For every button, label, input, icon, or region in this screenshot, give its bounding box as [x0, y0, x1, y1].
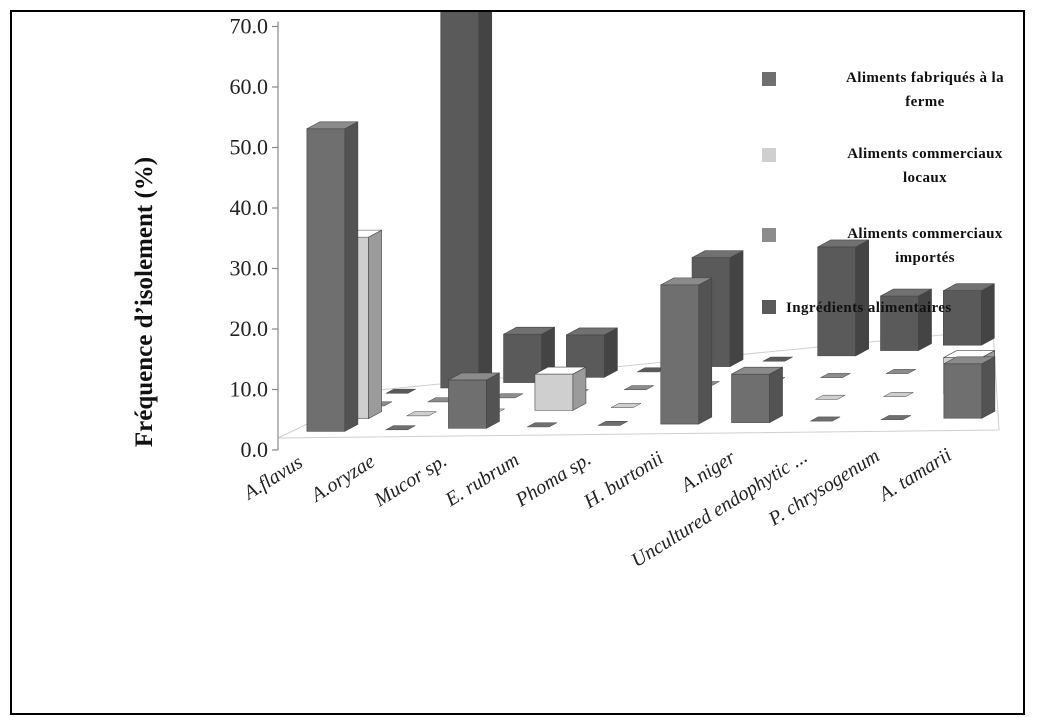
bar	[943, 356, 996, 419]
y-axis: 0.0 10.0 20.0 30.0 40.0 50.0 60.0 70.0	[230, 14, 279, 462]
bar-chart-3d: 0.0 10.0 20.0 30.0 40.0 50.0 60.0 70.0 A.flavus…	[131, 12, 1004, 572]
legend-swatch	[762, 300, 776, 314]
bar	[810, 416, 841, 422]
y-tick-label: 10.0	[230, 377, 269, 402]
bar	[885, 369, 916, 374]
legend-entry: Aliments commerciaux importés	[762, 226, 1003, 266]
y-tick-label: 40.0	[230, 195, 269, 220]
bars	[306, 12, 996, 432]
bar	[448, 372, 500, 429]
bar	[385, 425, 416, 431]
x-category-label: H. burtonii	[579, 447, 667, 513]
bar	[597, 421, 628, 426]
legend-swatch	[762, 72, 776, 86]
legend-swatch	[762, 148, 776, 162]
legend-entry: Ingrédients alimentaires	[762, 300, 952, 316]
bar	[731, 366, 783, 424]
legend-label: Aliments commerciaux	[847, 226, 1003, 242]
bar	[566, 327, 618, 378]
bar	[815, 394, 846, 400]
bar	[943, 283, 995, 346]
legend-label: importés	[895, 250, 955, 266]
legend-label: Aliments fabriqués à la	[846, 70, 1004, 86]
x-category-label: Phoma sp.	[511, 448, 595, 512]
bar	[440, 12, 493, 389]
bar	[624, 385, 655, 391]
legend-label: Ingrédients alimentaires	[786, 300, 952, 316]
legend-label: Aliments commerciaux	[847, 146, 1003, 162]
bar	[880, 415, 912, 420]
x-category-label: Mucor sp.	[370, 450, 451, 512]
x-category-label: A. tamarii	[873, 444, 955, 507]
bar	[660, 277, 713, 425]
legend-label: locaux	[903, 170, 947, 186]
bar	[883, 392, 914, 397]
bar	[820, 373, 851, 378]
legend: Aliments fabriqués à la ferme Aliments com…	[762, 70, 1004, 316]
bar	[880, 288, 932, 352]
legend-entry: Aliments fabriqués à la ferme	[762, 70, 1004, 110]
legend-swatch	[762, 228, 776, 242]
bar	[762, 356, 793, 362]
legend-entry: Aliments commerciaux locaux	[762, 146, 1003, 186]
y-tick-label: 50.0	[230, 135, 269, 160]
y-tick-label: 70.0	[230, 14, 269, 39]
bar	[406, 411, 437, 417]
bar	[306, 121, 359, 432]
bar	[610, 403, 641, 408]
figure-frame: 0.0 10.0 20.0 30.0 40.0 50.0 60.0 70.0 A.flavus…	[10, 10, 1025, 715]
bar	[527, 422, 558, 428]
y-tick-label: 30.0	[230, 256, 269, 281]
legend-label: ferme	[905, 94, 944, 110]
x-category-label: E. rubrum	[441, 449, 523, 512]
x-category-label: A.oryzae	[306, 450, 379, 507]
y-tick-label: 20.0	[230, 316, 269, 341]
y-tick-label: 60.0	[230, 74, 269, 99]
y-axis-title: Fréquence d’isolement (%)	[131, 157, 158, 447]
y-tick-label: 0.0	[241, 437, 269, 462]
bar	[817, 239, 869, 357]
bar	[534, 366, 587, 411]
bar	[385, 388, 416, 394]
